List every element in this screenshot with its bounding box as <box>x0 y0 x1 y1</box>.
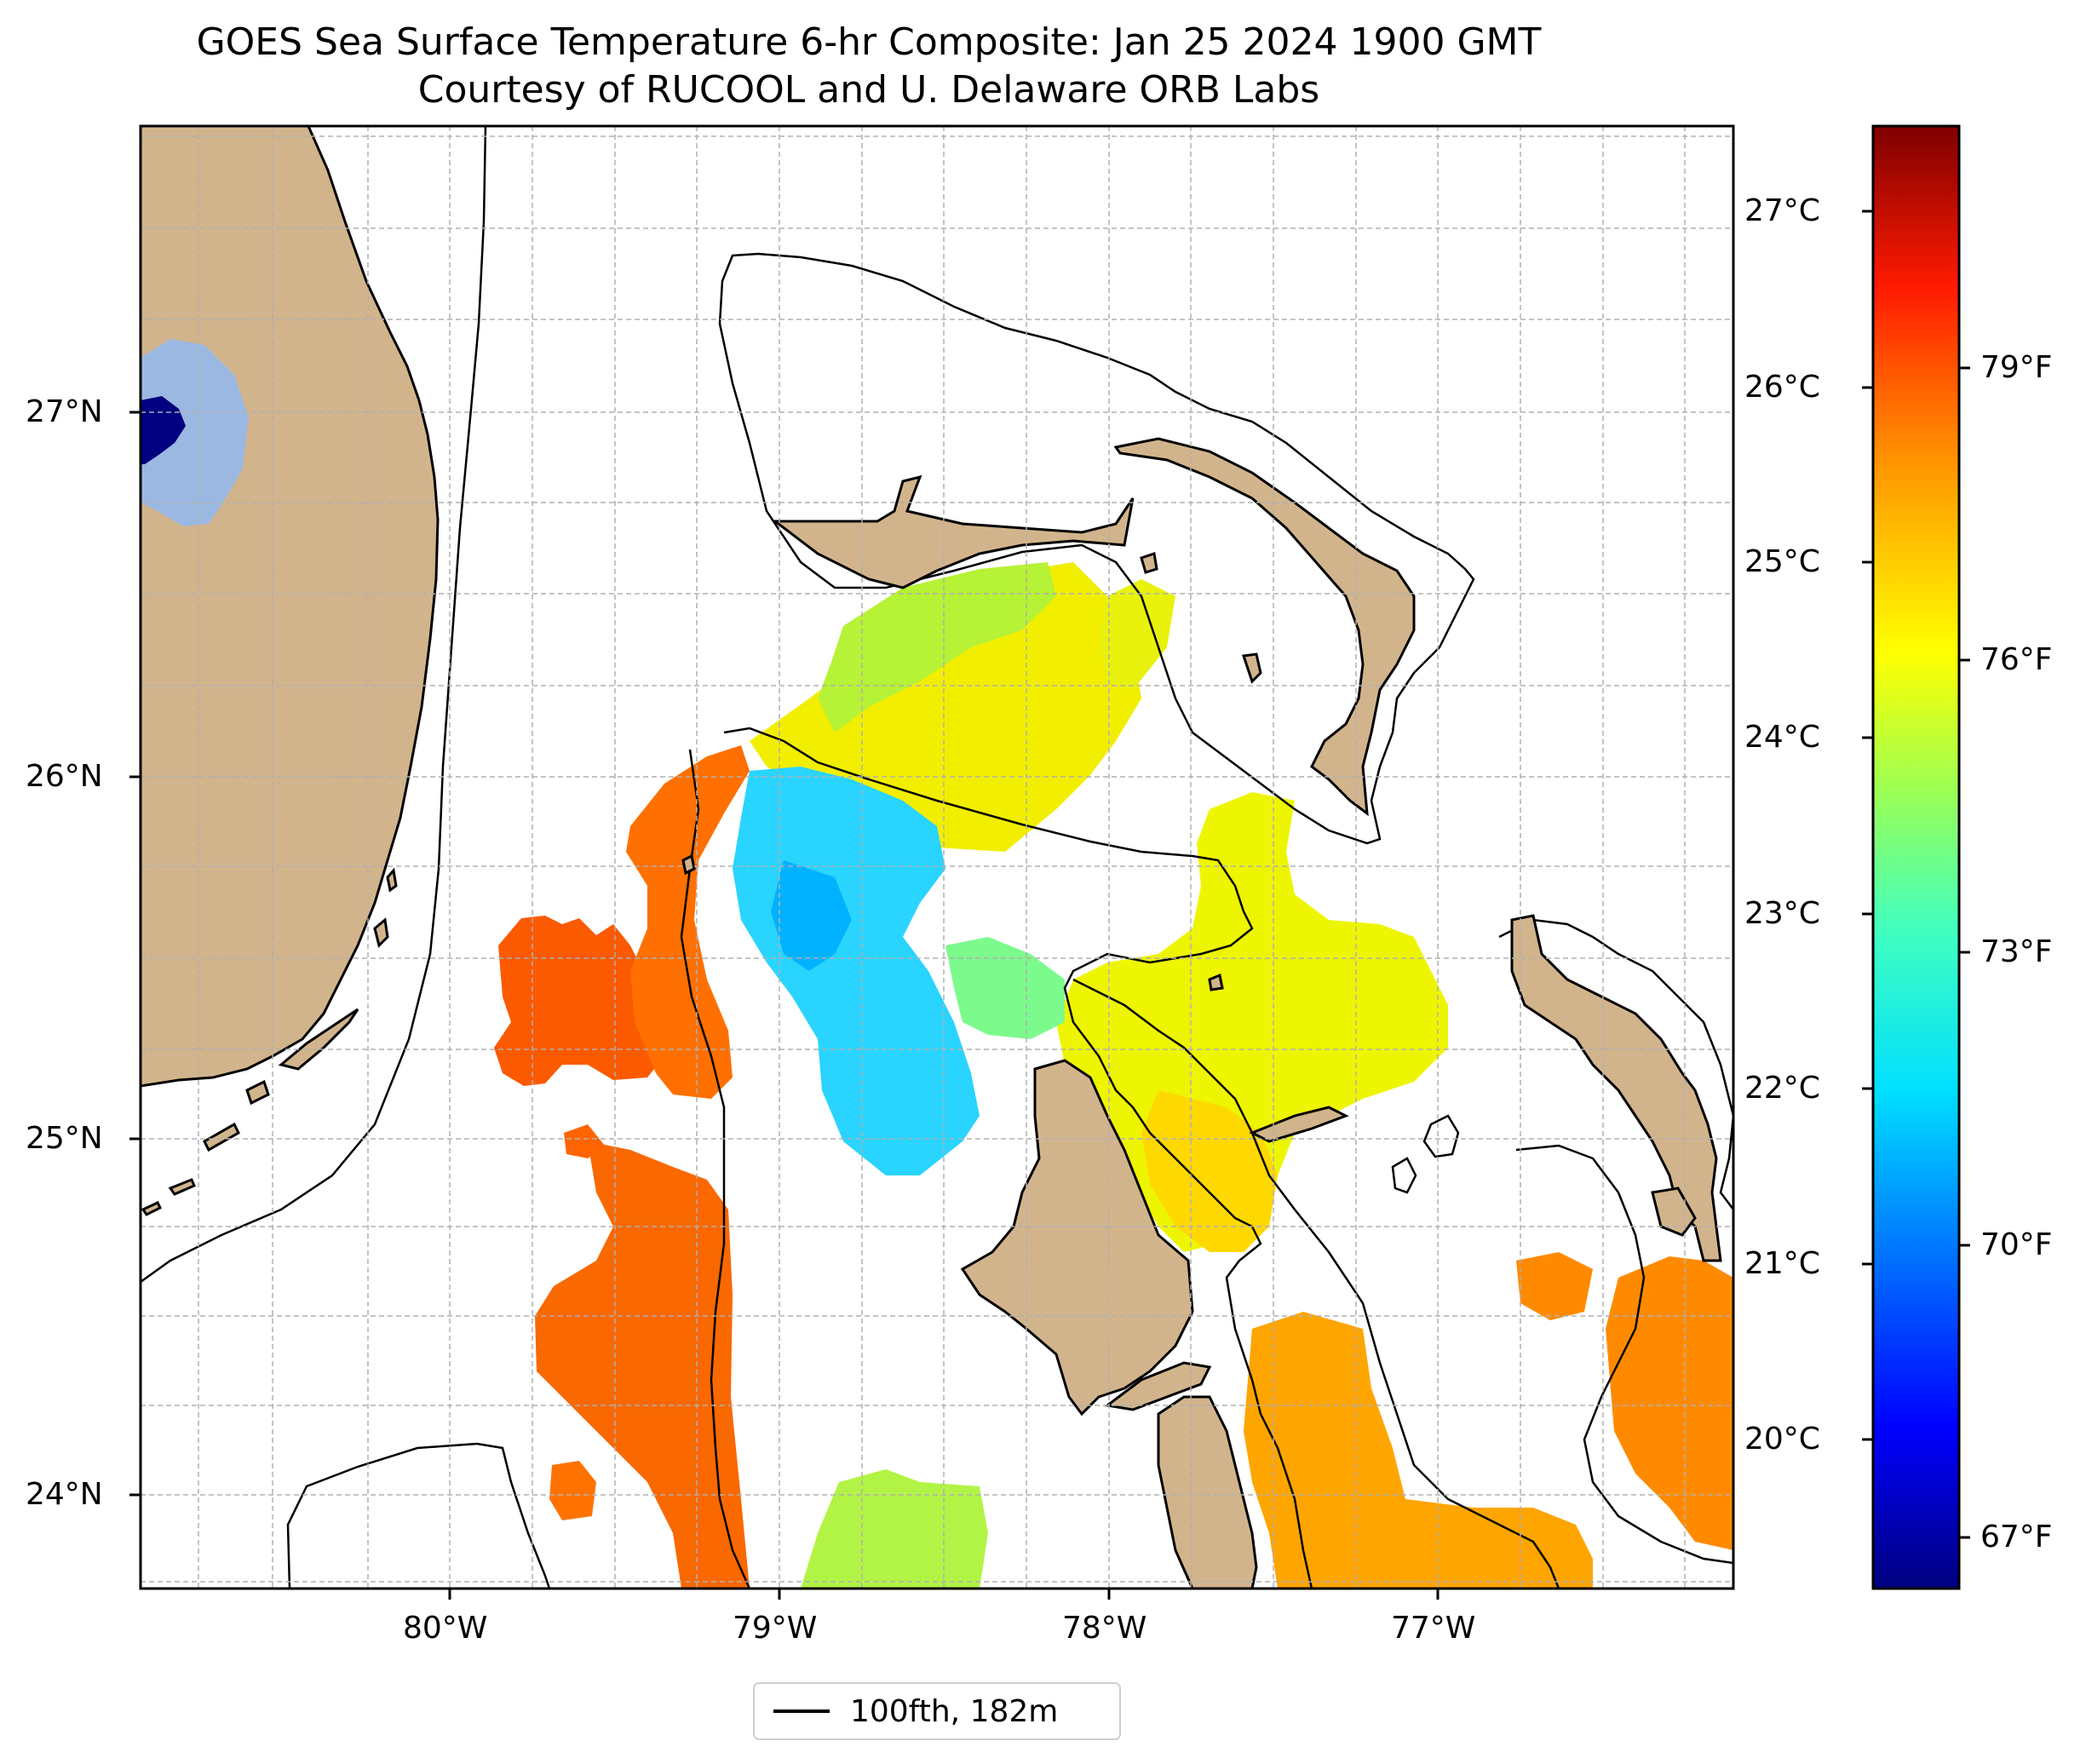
isobath-andros-south <box>1515 1144 1733 1565</box>
cbar-label-22c: 22°C <box>1744 1071 1820 1106</box>
cbar-label-24c: 24°C <box>1744 720 1820 755</box>
lat-label-24n: 24°N <box>26 1477 103 1512</box>
sst-patch-green-edge <box>945 937 1065 1039</box>
colorbar-ticks <box>1862 210 1970 1539</box>
cbar-label-21c: 21°C <box>1744 1246 1820 1281</box>
cbar-label-25c: 25°C <box>1744 544 1820 579</box>
colorbar <box>1871 124 1961 1590</box>
lon-label-77w: 77°W <box>1391 1611 1476 1646</box>
isobath-exumas <box>1498 918 1733 1210</box>
sst-patch-orange-south <box>535 1141 750 1589</box>
cbar-label-76f: 76°F <box>1980 642 2053 677</box>
isobath-florida-shelf <box>141 126 487 1284</box>
axis-ticks <box>129 411 1440 1600</box>
exumas-chain <box>1510 914 1722 1262</box>
map-gridlines <box>141 126 1733 1589</box>
bahamas-islands <box>681 437 1722 1589</box>
isobath-legend-label: 100fth, 182m <box>850 1693 1059 1729</box>
nicholls-town-spit <box>1140 552 1158 574</box>
lon-label-80w: 80°W <box>403 1611 488 1646</box>
lake-deep-pixels <box>141 396 186 464</box>
isobath-small-ring <box>1422 1114 1460 1158</box>
lake-okeechobee <box>141 339 249 526</box>
title-line-1: GOES Sea Surface Temperature 6-hr Compos… <box>196 20 1542 64</box>
cbar-label-27c: 27°C <box>1744 193 1820 228</box>
cbar-label-73f: 73°F <box>1980 934 2053 969</box>
berry-islands <box>1242 652 1262 684</box>
sst-patch-lime-north <box>818 562 1056 733</box>
andros-south <box>1157 1395 1258 1589</box>
title-line-2: Courtesy of RUCOOL and U. Delaware ORB L… <box>417 68 1320 112</box>
isobath-legend-line <box>773 1709 830 1713</box>
lat-label-25n: 25°N <box>26 1121 103 1156</box>
sst-patch-orange-strait <box>626 745 750 1099</box>
abaco <box>1113 437 1416 817</box>
new-providence <box>1249 1106 1349 1143</box>
map-legend: 100fth, 182m <box>753 1682 1121 1740</box>
sst-field <box>494 562 1733 1589</box>
isobath-bank-edge-south <box>1072 978 1560 1589</box>
sst-patch-yellow-west-tongue <box>1141 1090 1278 1252</box>
lat-label-26n: 26°N <box>26 759 103 794</box>
sst-patch-cyan-core <box>771 860 852 971</box>
isobath-small-ring-2 <box>1391 1157 1417 1194</box>
cbar-label-26c: 26°C <box>1744 370 1820 405</box>
grand-bahama <box>771 474 1135 589</box>
isobath-cay-sal <box>286 1442 551 1589</box>
cbar-label-79f: 79°F <box>1980 350 2053 385</box>
sst-patch-yellow-northeast <box>1099 579 1175 690</box>
sst-patch-orange-cay-sal <box>564 1124 605 1158</box>
sst-patch-lime-south <box>801 1469 988 1589</box>
andros-middle <box>1104 1361 1212 1411</box>
map-area <box>141 126 1733 1589</box>
sst-patch-orange-south-channel <box>1244 1312 1593 1589</box>
cbar-label-70f: 70°F <box>1980 1227 2053 1262</box>
cbar-label-67f: 67°F <box>1980 1520 2053 1554</box>
lon-label-78w: 78°W <box>1062 1611 1147 1646</box>
cbar-label-20c: 20°C <box>1744 1422 1820 1457</box>
isobath-strait-east <box>680 749 751 1589</box>
sst-patch-orange-florida-bay <box>549 1461 596 1520</box>
map-title: GOES Sea Surface Temperature 6-hr Compos… <box>0 19 1738 114</box>
lon-label-79w: 79°W <box>733 1611 818 1646</box>
lat-label-27n: 27°N <box>26 394 103 429</box>
florida-keys <box>141 867 398 1216</box>
isobath-great-bahama-west <box>723 727 1313 1589</box>
sst-patch-orange-east <box>1516 1252 1733 1550</box>
bimini-isle <box>681 853 696 876</box>
great-isaac <box>1208 973 1224 991</box>
cbar-label-23c: 23°C <box>1744 896 1820 931</box>
map-frame <box>139 124 1735 1590</box>
